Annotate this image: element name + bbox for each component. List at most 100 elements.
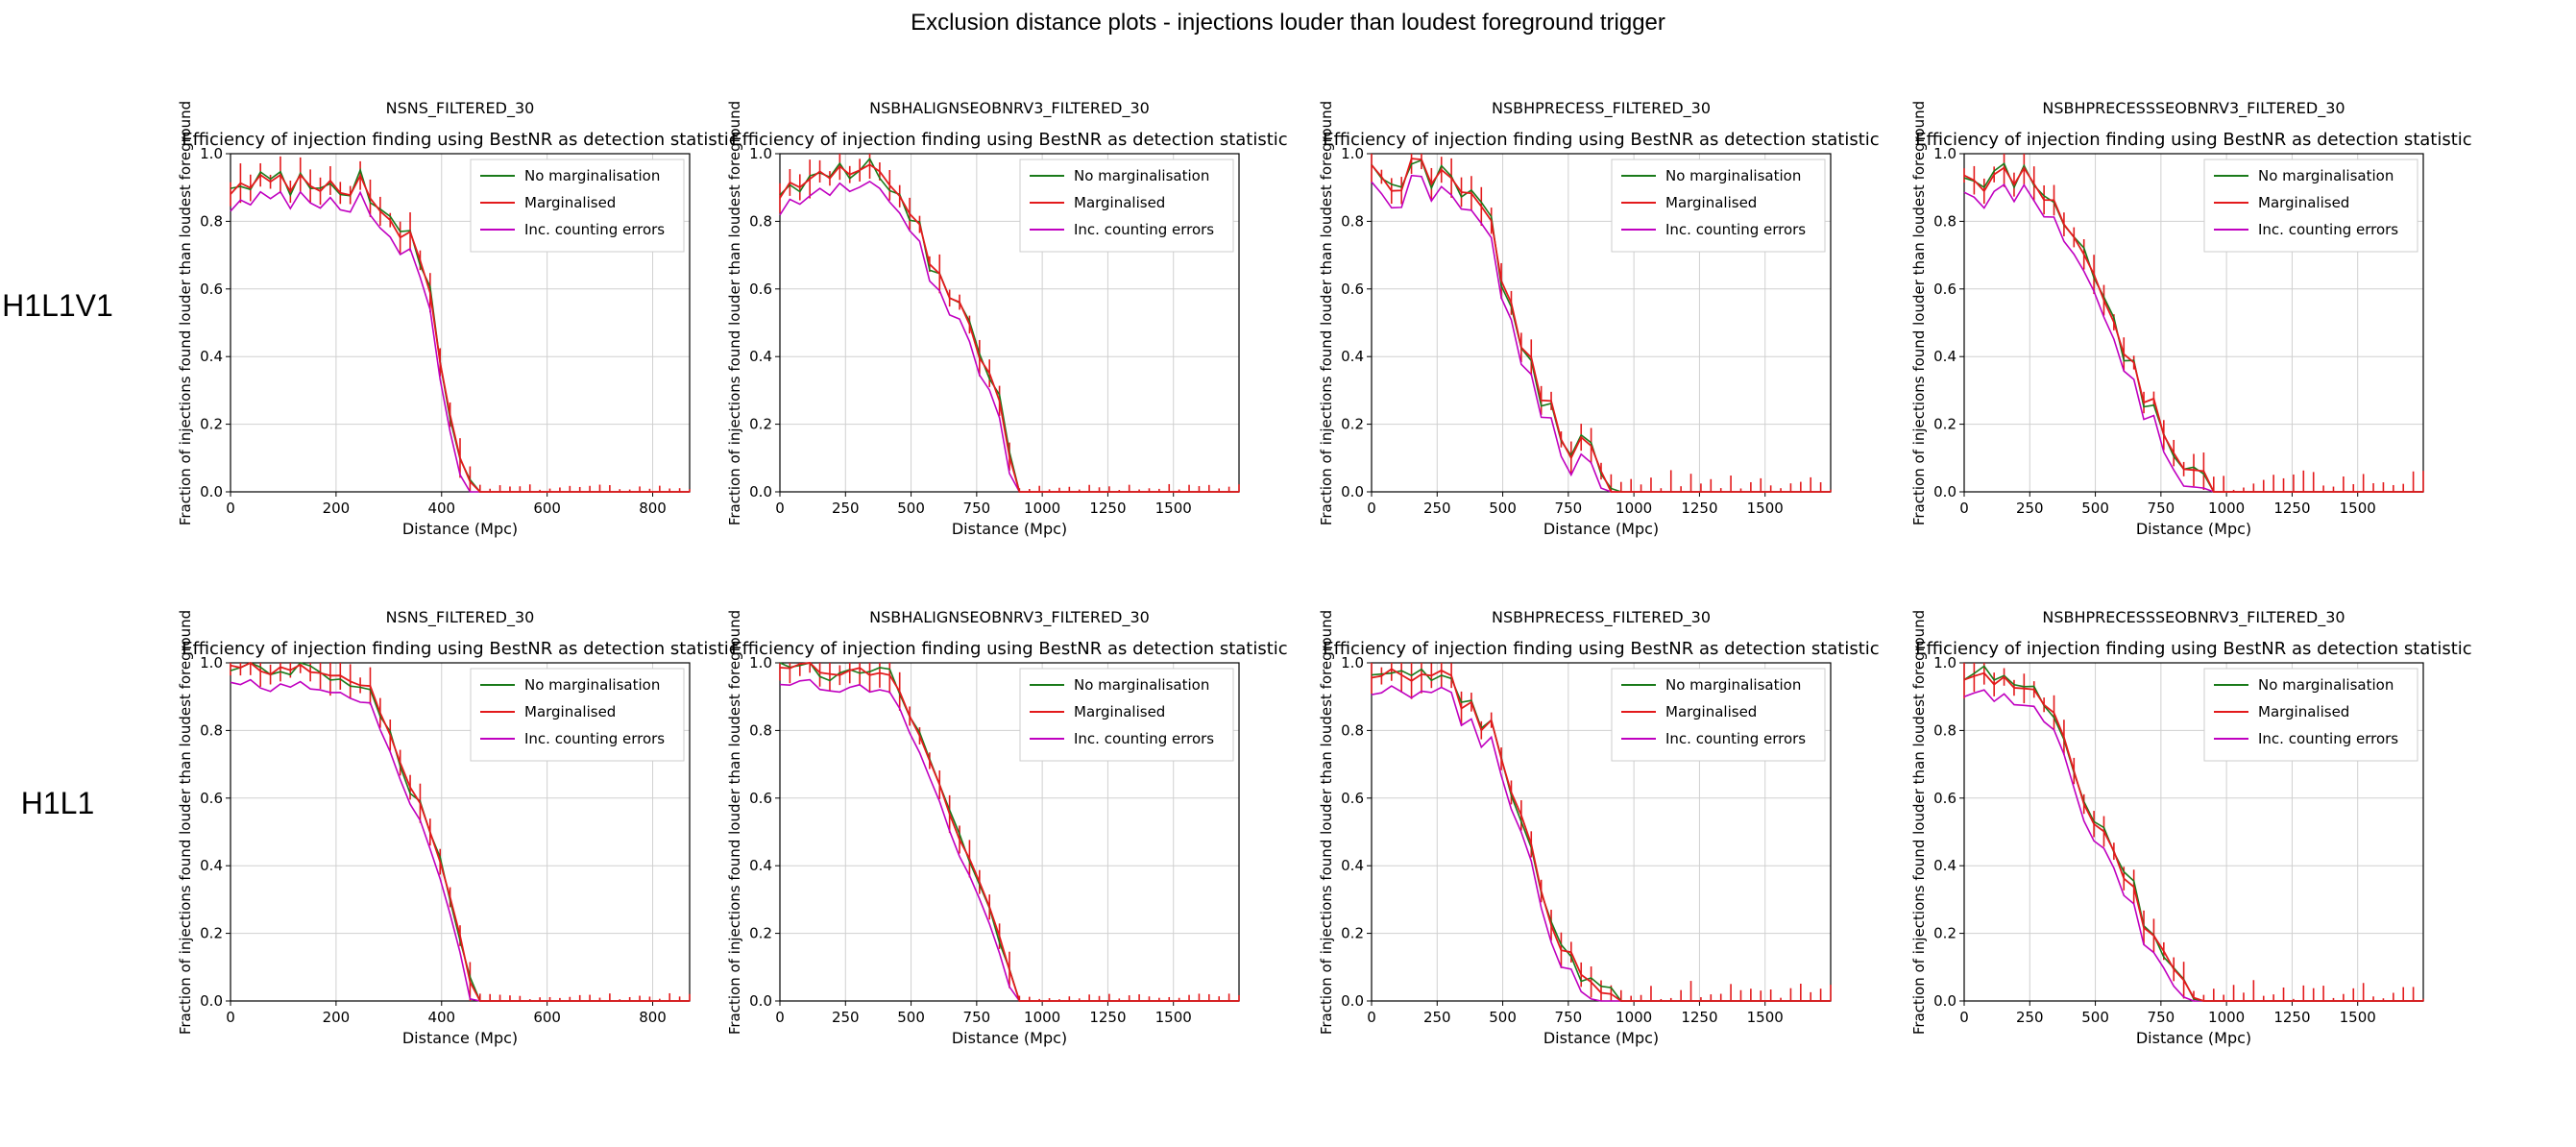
x-tick-label: 1000 <box>1616 1009 1652 1026</box>
y-tick-label: 0.6 <box>1933 790 1956 807</box>
x-tick-label: 400 <box>427 500 455 517</box>
x-tick-label: 0 <box>775 500 785 517</box>
panel-title: NSBHPRECESSSEOBNRV3_FILTERED_30 <box>2042 608 2345 627</box>
x-tick-label: 1250 <box>1681 500 1717 517</box>
x-tick-label: 500 <box>897 1009 925 1026</box>
plot-frame <box>1963 153 2424 493</box>
x-axis-label: Distance (Mpc) <box>1543 1029 1659 1047</box>
y-tick-label: 0.6 <box>200 790 223 807</box>
x-tick-label: 1500 <box>1747 500 1784 517</box>
plot-frame <box>230 153 691 493</box>
chart-panel: NSBHALIGNSEOBNRV3_FILTERED_30 Efficiency … <box>726 99 1288 538</box>
legend-counting-errors: Inc. counting errors <box>2258 730 2398 747</box>
chart-panel: NSBHPRECESS_FILTERED_30 Efficiency of inj… <box>1318 99 1880 538</box>
x-tick-label: 0 <box>226 500 235 517</box>
series-marginalised <box>779 163 1239 493</box>
y-tick-label: 0.8 <box>1341 212 1364 230</box>
legend-no-marginalisation: No marginalisation <box>2258 676 2394 694</box>
y-tick-label: 0.8 <box>1341 721 1364 739</box>
y-axis-label: Fraction of injections found louder than… <box>726 101 743 525</box>
x-tick-label: 1500 <box>1155 1009 1192 1026</box>
panel-subtitle: Efficiency of injection finding using Be… <box>731 130 1287 150</box>
legend-marginalised: Marginalised <box>1665 703 1757 720</box>
x-tick-label: 1000 <box>1024 500 1060 517</box>
y-tick-label: 0.6 <box>1341 790 1364 807</box>
panel-title: NSBHPRECESS_FILTERED_30 <box>1492 608 1711 627</box>
y-axis-label: Fraction of injections found louder than… <box>177 101 194 525</box>
y-tick-label: 0.4 <box>200 857 223 874</box>
chart-panel: NSBHALIGNSEOBNRV3_FILTERED_30 Efficiency … <box>726 608 1288 1047</box>
panel-subtitle: Efficiency of injection finding using Be… <box>1323 639 1879 659</box>
x-axis-label: Distance (Mpc) <box>2136 520 2251 538</box>
x-tick-label: 1000 <box>1616 500 1652 517</box>
panel-subtitle: Efficiency of injection finding using Be… <box>1323 130 1879 150</box>
panel-title: NSBHPRECESSSEOBNRV3_FILTERED_30 <box>2042 99 2345 118</box>
y-axis-label: Fraction of injections found louder than… <box>1318 101 1335 525</box>
y-tick-label: 0.6 <box>1933 281 1956 298</box>
y-tick-label: 0.0 <box>1341 483 1364 500</box>
x-axis-label: Distance (Mpc) <box>402 520 518 538</box>
x-tick-label: 750 <box>963 500 991 517</box>
y-tick-label: 0.2 <box>1341 925 1364 942</box>
x-tick-label: 500 <box>2081 500 2109 517</box>
legend-marginalised: Marginalised <box>1665 194 1757 211</box>
y-tick-label: 0.8 <box>749 212 772 230</box>
x-axis-label: Distance (Mpc) <box>952 520 1067 538</box>
y-tick-label: 0.6 <box>1341 281 1364 298</box>
y-tick-label: 0.8 <box>1933 721 1956 739</box>
x-tick-label: 250 <box>1423 1009 1451 1026</box>
y-tick-label: 0.0 <box>1933 992 1956 1010</box>
x-tick-label: 500 <box>1489 1009 1517 1026</box>
x-tick-label: 1000 <box>1024 1009 1060 1026</box>
x-tick-label: 800 <box>639 1009 667 1026</box>
x-tick-label: 750 <box>963 1009 991 1026</box>
x-tick-label: 600 <box>533 500 561 517</box>
y-tick-label: 0.4 <box>1341 348 1364 365</box>
chart-panel: NSBHPRECESSSEOBNRV3_FILTERED_30 Efficienc… <box>1910 99 2472 538</box>
y-tick-label: 0.8 <box>1933 212 1956 230</box>
legend-no-marginalisation: No marginalisation <box>524 167 660 184</box>
series-marginalised <box>1963 671 2423 1002</box>
y-tick-label: 0.0 <box>1933 483 1956 500</box>
y-tick-label: 1.0 <box>1933 654 1956 671</box>
legend-no-marginalisation: No marginalisation <box>1665 167 1801 184</box>
legend-marginalised: Marginalised <box>1074 194 1165 211</box>
y-tick-label: 0.2 <box>749 416 772 433</box>
y-tick-label: 0.6 <box>200 281 223 298</box>
y-tick-label: 0.2 <box>200 416 223 433</box>
x-tick-label: 1500 <box>1155 500 1192 517</box>
x-tick-label: 1250 <box>1089 1009 1126 1026</box>
y-tick-label: 0.2 <box>1933 925 1956 942</box>
x-tick-label: 1250 <box>2273 1009 2310 1026</box>
series-marginalised <box>1963 166 2423 493</box>
plot-frame <box>1371 153 1832 493</box>
legend-marginalised: Marginalised <box>2258 194 2349 211</box>
x-tick-label: 750 <box>2148 1009 2175 1026</box>
series-marginalised <box>1371 668 1831 1002</box>
plot-frame <box>779 153 1240 493</box>
y-tick-label: 0.2 <box>1341 416 1364 433</box>
y-tick-label: 0.4 <box>1341 857 1364 874</box>
legend-no-marginalisation: No marginalisation <box>1074 676 1209 694</box>
x-tick-label: 250 <box>2016 1009 2044 1026</box>
panel-title: NSBHALIGNSEOBNRV3_FILTERED_30 <box>869 608 1150 627</box>
x-tick-label: 0 <box>775 1009 785 1026</box>
plot-frame <box>779 662 1240 1002</box>
x-axis-label: Distance (Mpc) <box>952 1029 1067 1047</box>
page-title: Exclusion distance plots - injections lo… <box>911 10 1665 36</box>
x-tick-label: 500 <box>2081 1009 2109 1026</box>
panel-subtitle: Efficiency of injection finding using Be… <box>731 639 1287 659</box>
x-tick-label: 0 <box>1367 500 1376 517</box>
y-tick-label: 0.0 <box>749 483 772 500</box>
y-tick-label: 0.0 <box>1341 992 1364 1010</box>
x-tick-label: 250 <box>832 1009 860 1026</box>
panel-subtitle: Efficiency of injection finding using Be… <box>182 639 738 659</box>
y-tick-label: 0.6 <box>749 281 772 298</box>
x-tick-label: 200 <box>323 1009 351 1026</box>
y-axis-label: Fraction of injections found louder than… <box>1910 101 1928 525</box>
legend-marginalised: Marginalised <box>524 703 616 720</box>
y-tick-label: 1.0 <box>200 145 223 162</box>
y-tick-label: 1.0 <box>200 654 223 671</box>
y-tick-label: 1.0 <box>1933 145 1956 162</box>
x-tick-label: 750 <box>1555 1009 1583 1026</box>
